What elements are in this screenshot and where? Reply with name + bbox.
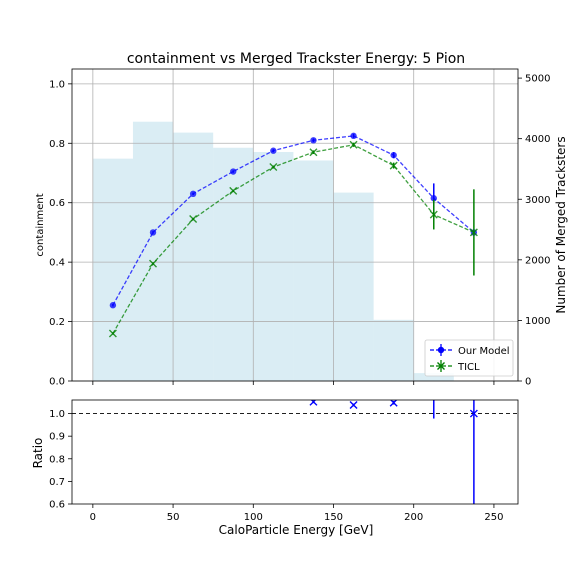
x-ticks (92, 381, 495, 385)
y-tick-label: 0.9 (49, 432, 65, 443)
x-tick-label: 200 (404, 512, 423, 523)
data-point-ticl (309, 148, 318, 157)
y-tick-label-right: 3000 (525, 195, 550, 206)
data-point-ticl (429, 210, 438, 219)
data-point-our-model (230, 168, 237, 175)
data-point-ticl (269, 163, 278, 172)
plot-frame (71, 68, 519, 382)
y-tick-label: 0.6 (49, 198, 65, 209)
histogram-bar (333, 192, 374, 381)
ratio-point (349, 400, 358, 409)
x-ticks: 0 50 100 150 200 250 (90, 504, 503, 523)
ratio-point (430, 388, 437, 395)
data-point-ticl (108, 329, 117, 338)
data-point-ticl (349, 140, 358, 149)
y-axis-label: containment (35, 193, 46, 256)
y-tick-label: 0.6 (49, 500, 65, 511)
series-line-our-model (112, 135, 475, 306)
ratio-series (309, 388, 478, 504)
y-tick-label-right: 4000 (525, 134, 550, 145)
legend-label: Our Model (458, 346, 510, 357)
data-point-our-model (189, 190, 197, 197)
x-tick-label: 0 (90, 512, 96, 523)
data-point-our-model (430, 195, 437, 202)
y-tick-label: 1.0 (49, 409, 65, 420)
data-point-our-model (390, 151, 397, 159)
legend-frame (424, 339, 514, 377)
y-axis-left: 0.0 0.2 0.4 0.6 0.8 1.0 (49, 79, 72, 388)
legend: Our Model TICL (424, 339, 514, 377)
y-tick-label: 0.2 (49, 317, 65, 328)
legend-label: TICL (457, 362, 480, 373)
histogram-bar (173, 132, 214, 381)
y-axis-label: Ratio (31, 438, 45, 469)
histogram-bar (413, 373, 454, 381)
y-tick-label: 0.4 (49, 258, 65, 269)
plot-frame (71, 399, 519, 505)
ratio-panel: 0 50 100 150 200 250 0.6 0.7 0.8 0.9 1.0 Ratio Ca… (31, 388, 519, 537)
ratio-point (309, 400, 318, 406)
y-axis-label-right: Number of Merged Tracksters (554, 136, 568, 313)
data-point-ticl (469, 228, 478, 237)
y-axis-left: 0.6 0.7 0.8 0.9 1.0 (49, 409, 72, 511)
y-tick-label: 0.7 (49, 477, 65, 488)
histogram-bar (92, 158, 133, 381)
data-point-our-model (310, 137, 317, 144)
legend-item-our-model: Our Model (430, 344, 510, 357)
ratio-point (469, 409, 478, 418)
histogram-bar (253, 151, 294, 381)
data-point-our-model (350, 132, 357, 140)
chart-title: containment vs Merged Trackster Energy: … (127, 51, 465, 67)
y-tick-label: 0.8 (49, 139, 65, 150)
y-tick-label: 1.0 (49, 79, 65, 90)
series-line-ticl (112, 144, 475, 334)
x-axis-label: CaloParticle Energy [GeV] (219, 523, 374, 537)
containment-panel: 0.0 0.2 0.4 0.6 0.8 1.0 0 1000 2000 3000 4000 5000… (35, 68, 568, 388)
series-layer (108, 132, 478, 338)
y-tick-label-right: 2000 (525, 255, 550, 266)
legend-item-ticl: TICL (430, 360, 480, 373)
data-point-ticl (389, 161, 398, 170)
y-tick-label-right: 1000 (525, 316, 550, 327)
histogram-bar (213, 147, 254, 381)
histogram-bar (373, 319, 414, 381)
x-tick-label: 50 (167, 512, 180, 523)
y-tick-label: 0.8 (49, 454, 65, 465)
data-point-ticl (189, 215, 198, 224)
data-point-ticl (149, 259, 158, 268)
histogram (92, 121, 454, 381)
x-tick-label: 150 (324, 512, 343, 523)
data-point-our-model (270, 147, 277, 154)
histogram-bar (132, 121, 174, 381)
y-axis-right: 0 1000 2000 3000 4000 5000 (518, 74, 550, 388)
y-tick-label-right: 5000 (525, 74, 550, 85)
y-tick-label-right: 0 (525, 377, 531, 388)
histogram-bar (293, 160, 334, 381)
y-tick-label: 0.0 (49, 377, 65, 388)
data-point-our-model (109, 302, 117, 309)
data-point-ticl (229, 186, 238, 195)
x-tick-label: 100 (244, 512, 263, 523)
x-tick-label: 250 (484, 512, 503, 523)
data-point-our-model (149, 229, 157, 236)
